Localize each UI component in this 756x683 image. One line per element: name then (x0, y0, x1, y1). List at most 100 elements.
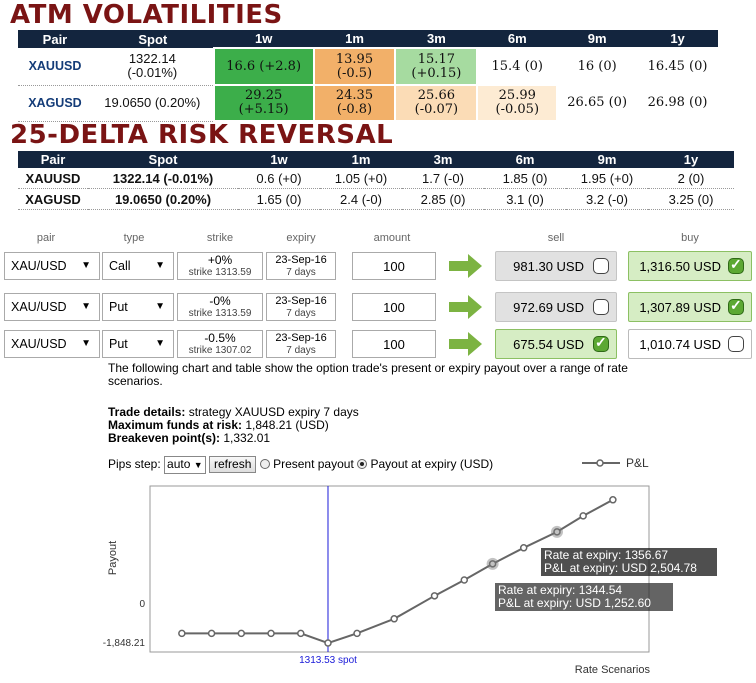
type-select[interactable]: Put ▼ (102, 293, 174, 321)
atm-row: XAGUSD 19.0650 (0.20%) 29.25 (+5.15) 24.35 (-… (18, 84, 719, 122)
refresh-button[interactable]: refresh (209, 456, 257, 473)
expiry-payout-label: Payout at expiry (USD) (370, 457, 494, 471)
pair-select[interactable]: XAU/USD ▼ (4, 293, 100, 321)
atm-vol-cell: 26.98 (0) (636, 84, 719, 122)
trade-row: XAU/USD ▼ Put ▼ -0.5% strike 1307.02 23-Sep-16… (0, 326, 756, 360)
amount-input[interactable]: 100 (352, 293, 436, 321)
pl-point[interactable] (519, 544, 528, 552)
expiry-date: 23-Sep-16 (275, 332, 327, 344)
pl-point[interactable] (430, 592, 439, 600)
expiry-field[interactable]: 23-Sep-16 7 days (266, 293, 336, 321)
rr-header-6: 9m (566, 151, 648, 168)
y-tick-zero: 0 (139, 599, 145, 610)
amount-input[interactable]: 100 (352, 330, 436, 358)
strike-header: strike (206, 232, 234, 244)
atm-header-7: 1y (637, 30, 718, 48)
atm-vol-change: (-0.05) (495, 102, 540, 117)
atm-vol-cell: 13.95 (-0.5) (312, 47, 397, 86)
type-header: type (123, 232, 145, 244)
atm-vol-change: (-0.07) (414, 102, 459, 117)
strike-value: strike 1313.59 (188, 308, 252, 319)
pl-point[interactable] (579, 512, 587, 520)
pl-series (178, 496, 617, 647)
pips-step-select[interactable]: auto ▼ (164, 456, 206, 474)
sell-checkbox[interactable] (593, 334, 609, 352)
expiry-field[interactable]: 23-Sep-16 7 days (266, 330, 336, 358)
rr-spot: 19.0650 (0.20%) (114, 191, 212, 207)
amount-input[interactable]: 100 (352, 252, 436, 280)
buy-header: buy (681, 232, 699, 244)
pl-point[interactable] (353, 629, 361, 638)
pl-point[interactable] (237, 629, 246, 638)
atm-vol-cell: 25.99 (-0.05) (476, 84, 559, 122)
trade-details: Trade details: strategy XAUUSD expiry 7 … (108, 406, 359, 445)
present-payout-radio[interactable] (259, 459, 270, 469)
atm-row: XAUUSD 1322.14 (-0.01%) 16.6 (+2.8) 13.95 (-0… (18, 47, 719, 86)
payout-chart: P&L Payout 0 -1,848.21 Rate Scenarios 13… (103, 456, 651, 676)
expiry-days: 7 days (286, 267, 316, 278)
atm-vol-cell: 24.35 (-0.8) (312, 84, 397, 122)
pl-point[interactable] (207, 629, 216, 638)
buy-checkbox[interactable] (728, 256, 744, 274)
rr-cell: 3.2 (-0) (586, 191, 628, 207)
y-axis-label: Payout (107, 541, 119, 575)
buy-price-button[interactable]: 1,010.74 USD (628, 329, 752, 359)
pl-point[interactable] (267, 629, 275, 638)
strike-percent: -0% (209, 294, 231, 308)
strike-field[interactable]: -0.5% strike 1307.02 (177, 330, 263, 358)
buy-price: 1,010.74 USD (639, 336, 721, 352)
buy-checkbox[interactable] (728, 336, 744, 352)
sell-price-button[interactable]: 981.30 USD (495, 251, 617, 281)
atm-vol-cell: 15.4 (0) (476, 47, 559, 86)
rr-row: XAGUSD 19.0650 (0.20%) 1.65 (0) 2.4 (-0) 2.8… (18, 189, 734, 210)
trade-details-value: strategy XAUUSD expiry 7 days (185, 405, 359, 419)
pl-point[interactable] (460, 576, 469, 584)
rr-cell: 3.1 (0) (506, 191, 544, 207)
pl-point[interactable] (553, 528, 561, 536)
type-select-value: Call (109, 259, 131, 273)
sell-price-button[interactable]: 972.69 USD (495, 292, 617, 322)
atm-header-6: 9m (557, 30, 638, 48)
sell-checkbox[interactable] (593, 258, 609, 274)
buy-price: 1,316.50 USD (639, 258, 721, 274)
x-axis-label: Rate Scenarios (575, 664, 651, 676)
dropdown-arrow-icon: ▼ (155, 338, 165, 349)
buy-price-button[interactable]: 1,316.50 USD (628, 251, 752, 281)
pips-step-value: auto (167, 457, 191, 471)
type-select[interactable]: Call ▼ (102, 252, 174, 280)
rr-cell: 1.95 (+0) (580, 170, 634, 186)
atm-vol-value: 15.4 (0) (491, 58, 544, 74)
pair-select[interactable]: XAU/USD ▼ (4, 330, 100, 358)
pl-point[interactable] (178, 629, 186, 638)
rr-header-5: 6m (484, 151, 566, 168)
legend-label: P&L (626, 456, 649, 470)
expiry-field[interactable]: 23-Sep-16 7 days (266, 252, 336, 280)
atm-spot-value: 19.0650 (0.20%) (104, 95, 201, 110)
risk-reversal-title: 25-DELTA RISK REVERSAL (10, 120, 394, 150)
strike-value: strike 1313.59 (188, 267, 252, 278)
sell-header: sell (547, 232, 565, 244)
strike-field[interactable]: +0% strike 1313.59 (177, 252, 263, 280)
pair-select[interactable]: XAU/USD ▼ (4, 252, 100, 280)
pl-point[interactable] (324, 639, 332, 647)
expiry-payout-radio[interactable] (357, 459, 368, 469)
pl-point[interactable] (390, 615, 398, 623)
pips-step-label: Pips step: (108, 457, 161, 471)
type-select[interactable]: Put ▼ (102, 330, 174, 358)
sell-checkbox[interactable] (593, 299, 609, 315)
buy-price-button[interactable]: 1,307.89 USD (628, 292, 752, 322)
buy-checkbox[interactable] (728, 297, 744, 315)
sell-price-button[interactable]: 675.54 USD (495, 329, 617, 359)
strike-field[interactable]: -0% strike 1313.59 (177, 293, 263, 321)
atm-vol-cell: 29.25 (+5.15) (212, 84, 315, 122)
pl-point[interactable] (488, 560, 497, 568)
atm-vol-value: 25.66 (417, 88, 455, 103)
pl-point[interactable] (297, 629, 305, 638)
tooltip-lower-pl: P&L at expiry: USD 1,252.60 (498, 596, 651, 610)
dropdown-arrow-icon: ▼ (155, 301, 165, 312)
expiry-date: 23-Sep-16 (275, 295, 327, 307)
trade-row: XAU/USD ▼ Call ▼ +0% strike 1313.59 23-Sep-16 7… (0, 248, 756, 282)
atm-pair: XAGUSD (28, 96, 82, 110)
sell-price: 675.54 USD (513, 336, 584, 352)
pl-point[interactable] (609, 496, 617, 504)
